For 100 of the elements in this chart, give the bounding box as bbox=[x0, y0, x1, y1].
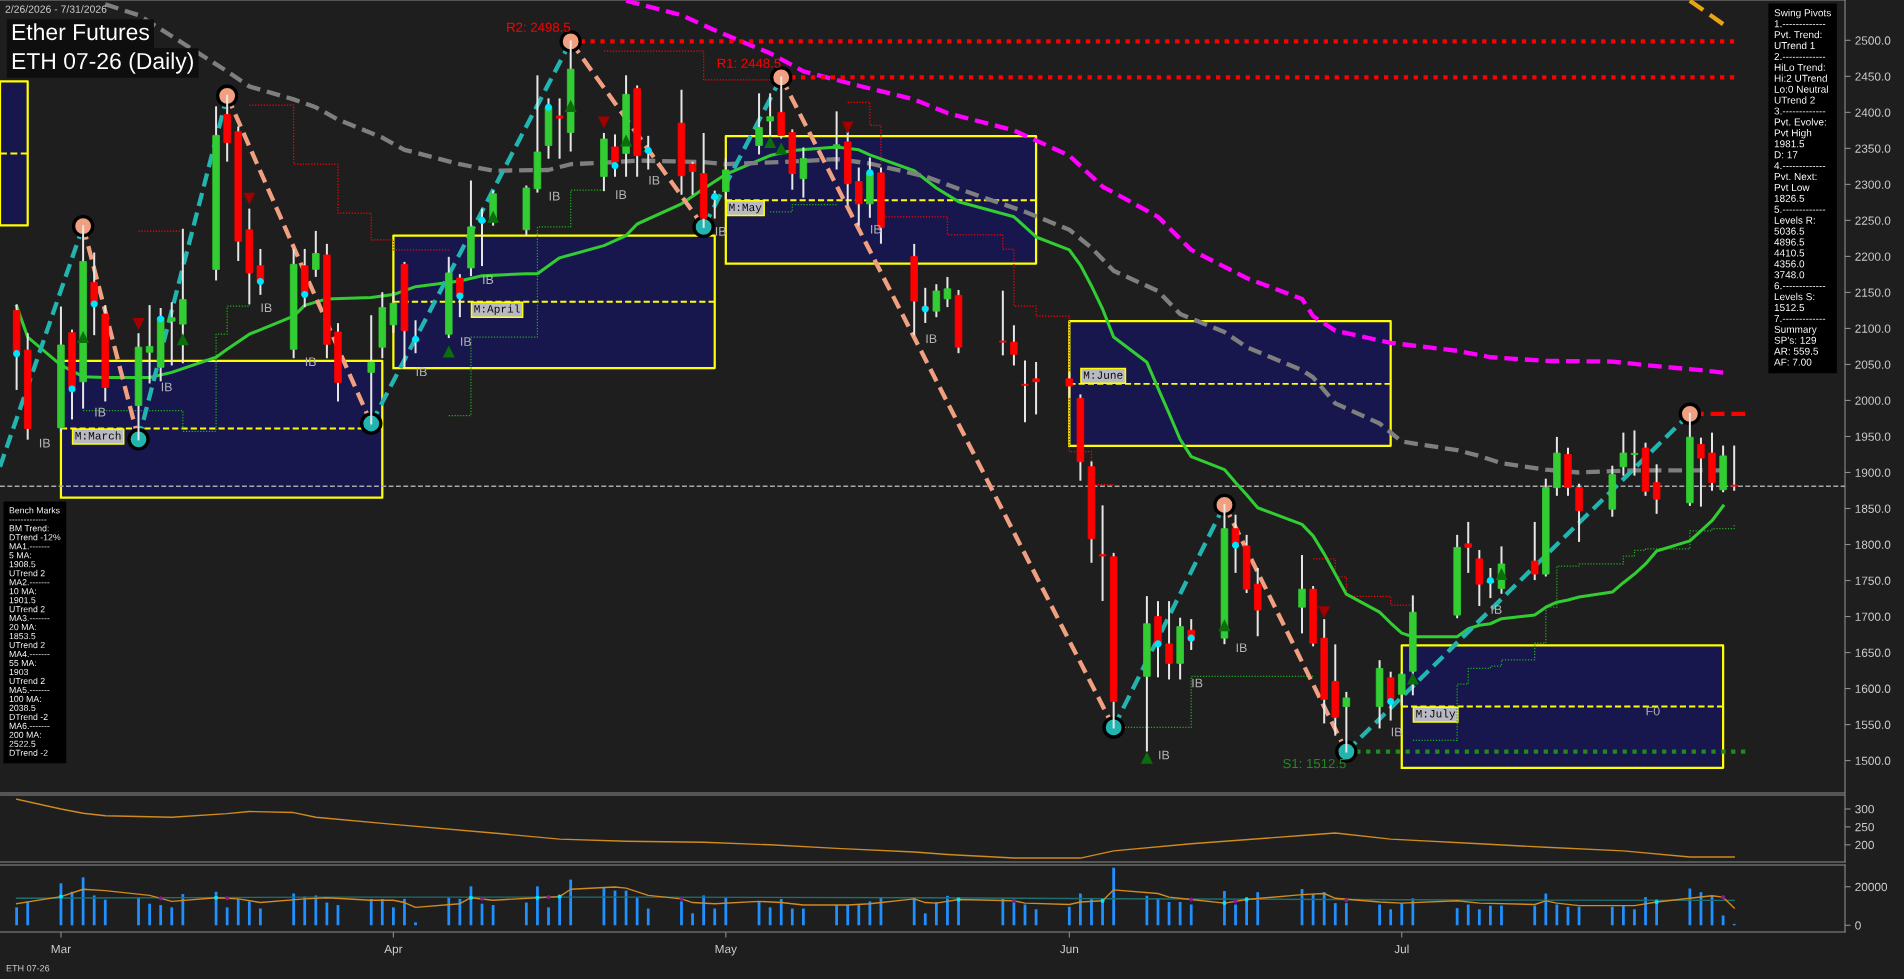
bar bbox=[569, 879, 573, 926]
bar bbox=[259, 908, 262, 926]
annotation: IB bbox=[649, 175, 660, 185]
x-tick-label: Mar bbox=[51, 944, 71, 954]
point bbox=[1495, 568, 1508, 581]
point bbox=[1318, 606, 1331, 619]
y-tick-label: 2100.0 bbox=[1855, 324, 1891, 333]
point bbox=[456, 292, 464, 300]
series-label: R2: 2498.5 bbox=[507, 22, 571, 32]
bar bbox=[524, 902, 528, 926]
bar bbox=[790, 908, 794, 926]
candlestick bbox=[367, 315, 375, 425]
point bbox=[487, 210, 500, 223]
point bbox=[157, 315, 165, 323]
bar bbox=[768, 907, 772, 926]
annotation: IB bbox=[926, 334, 937, 343]
candlestick bbox=[932, 284, 941, 318]
bar bbox=[247, 901, 251, 926]
point bbox=[479, 896, 485, 901]
y-tick-label: 2500.0 bbox=[1855, 36, 1891, 45]
annotation: 2/26/2026 - 7/31/2026 bbox=[5, 5, 107, 13]
bar bbox=[414, 922, 417, 926]
bar bbox=[1067, 906, 1071, 926]
candlestick bbox=[1386, 671, 1395, 721]
bar bbox=[1477, 909, 1481, 926]
point bbox=[1387, 697, 1395, 706]
bar bbox=[236, 898, 240, 926]
point bbox=[1154, 640, 1162, 648]
candlestick bbox=[1231, 514, 1240, 573]
candlestick bbox=[312, 230, 320, 277]
candlestick bbox=[1298, 555, 1306, 634]
point bbox=[68, 385, 76, 393]
point bbox=[546, 895, 551, 900]
y-tick-label: 2200.0 bbox=[1855, 252, 1891, 261]
point bbox=[301, 291, 309, 299]
candlestick bbox=[456, 274, 464, 318]
bar bbox=[181, 894, 185, 926]
annotation: IB bbox=[483, 275, 494, 284]
bar bbox=[1189, 904, 1193, 926]
bar bbox=[458, 898, 462, 926]
annotation: IB bbox=[161, 382, 172, 392]
text: Ether Futures bbox=[12, 23, 149, 41]
bar bbox=[170, 907, 174, 926]
bar bbox=[1533, 905, 1537, 926]
annotation: IB bbox=[1236, 643, 1247, 652]
point bbox=[176, 333, 189, 346]
bar bbox=[447, 897, 451, 926]
y-tick-label: 2150.0 bbox=[1855, 288, 1891, 297]
point bbox=[1232, 541, 1240, 549]
y-tick-label: 1800.0 bbox=[1855, 540, 1891, 549]
annotation: IB bbox=[616, 190, 627, 199]
point bbox=[442, 345, 455, 358]
annotation: IB bbox=[39, 438, 50, 448]
text: Bench Marks ------------- BM Trend: DTrend -12% MA1.------- 5 MA: 1908.5 UTrend 2 MA2.------- 10 MA: 1901.5 UTrend 2 MA3.------- 20 MA: 1853.5 UTrend 2 MA4.------- 55 MA: 1903 UTrend 2 MA5.------- 100 MA: 2038.5 DTrend -2 MA6.------- 200 MA: 2522.5 DTrend -2 bbox=[9, 507, 61, 756]
candlestick bbox=[256, 248, 265, 295]
bar bbox=[26, 901, 30, 926]
y-tick-label: 2000.0 bbox=[1855, 396, 1891, 405]
bar bbox=[1500, 905, 1503, 926]
bar bbox=[691, 913, 694, 926]
bar bbox=[868, 901, 872, 926]
bar bbox=[1333, 903, 1337, 926]
annotation: IB bbox=[95, 407, 106, 417]
y-tick-label: 300 bbox=[1855, 805, 1874, 814]
text: ETH 07-26 (Daily) bbox=[12, 52, 193, 74]
point bbox=[225, 896, 230, 901]
y-tick-label: 1550.0 bbox=[1855, 720, 1891, 729]
candlestick bbox=[1065, 372, 1074, 398]
bar bbox=[680, 901, 683, 926]
candlestick bbox=[1464, 521, 1472, 573]
text: ETH 07-26 bbox=[6, 965, 50, 972]
candlestick bbox=[389, 291, 398, 334]
point bbox=[468, 895, 474, 900]
candlestick bbox=[145, 305, 154, 384]
series-label: M:April bbox=[474, 304, 520, 315]
bar bbox=[1466, 904, 1470, 926]
point bbox=[866, 169, 874, 177]
bar bbox=[857, 905, 861, 926]
point bbox=[243, 192, 256, 205]
bar bbox=[846, 905, 850, 926]
bar bbox=[1090, 898, 1093, 926]
bar bbox=[148, 903, 151, 926]
line-series bbox=[15, 798, 1735, 859]
y-tick-label: 0 bbox=[1855, 921, 1861, 930]
series-label: M:July bbox=[1416, 709, 1456, 720]
x-tick-label: Jun bbox=[1059, 944, 1079, 954]
y-tick-label: 2250.0 bbox=[1855, 216, 1891, 225]
x-tick-label: Apr bbox=[384, 944, 403, 956]
bar bbox=[1610, 906, 1614, 926]
series-label: M:May bbox=[729, 203, 762, 214]
series-label: R1: 2448.5 bbox=[717, 58, 781, 68]
bar bbox=[380, 898, 384, 926]
y-tick-label: 1500.0 bbox=[1855, 756, 1891, 765]
point bbox=[1654, 899, 1659, 905]
point bbox=[535, 895, 540, 900]
point bbox=[90, 300, 98, 308]
candlestick bbox=[777, 76, 785, 139]
bar bbox=[391, 907, 395, 926]
point bbox=[77, 331, 90, 344]
bar bbox=[547, 907, 550, 926]
bar bbox=[1489, 905, 1492, 926]
